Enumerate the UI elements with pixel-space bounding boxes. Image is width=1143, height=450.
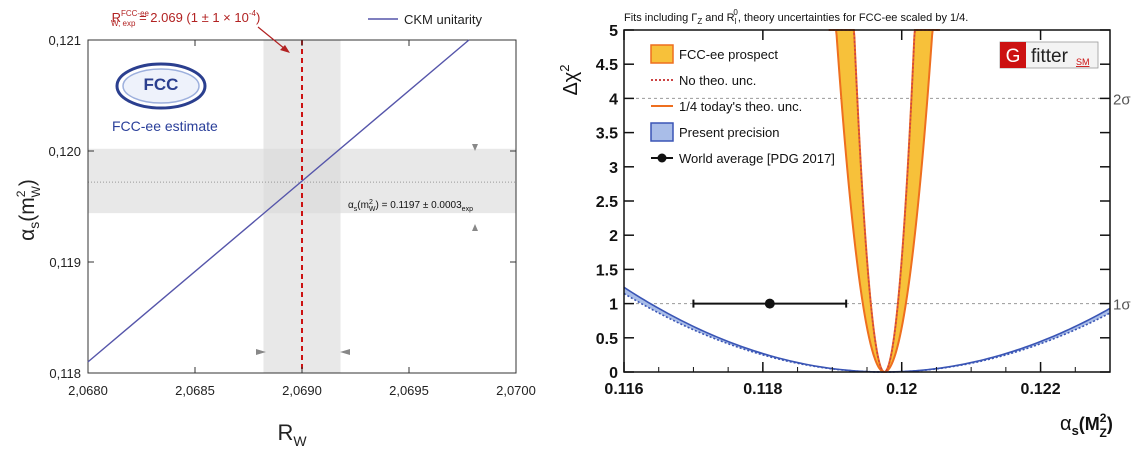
band-marker-left (256, 349, 266, 355)
left-axis-ticks: 2,0680 2,0685 2,0690 2,0695 2,0700 0,118 0,119… (48, 33, 535, 398)
band-marker-top (472, 144, 478, 151)
legend-label: 1/4 today's theo. unc. (679, 99, 802, 114)
gfitter-text: fitter (1031, 46, 1069, 67)
right-chart-title: Fits including ΓZ and Rl0, theory uncert… (624, 8, 968, 26)
left-chart: 2,0680 2,0685 2,0690 2,0695 2,0700 0,118 0,119… (14, 9, 536, 449)
right-y-tick-label: 1.5 (596, 262, 618, 279)
right-axis-ticks: 0.116 0.118 0.12 0.122 0 0.5 1 1.5 2 2.5 3 3.5 4 4.5 5 (596, 23, 1111, 398)
legend-label: No theo. unc. (679, 73, 756, 88)
band-marker-bottom (472, 224, 478, 231)
right-y-tick-label: 3.5 (596, 126, 618, 143)
right-y-tick-label: 4 (609, 91, 618, 108)
left-y-tick-label: 0,118 (49, 366, 81, 381)
left-x-tick-label: 2,0700 (496, 383, 536, 398)
right-y-tick-label: 0 (609, 365, 618, 382)
legend-label: FCC-ee prospect (679, 47, 778, 62)
right-y-tick-label: 0.5 (596, 331, 618, 348)
r-annotation-arrowhead (280, 45, 290, 53)
r-annotation: RFCC-ee W, exp = 2.069 (1 ± 1 × 10-4) (111, 9, 260, 28)
sigma-label: 2σ (1113, 91, 1131, 108)
right-x-axis-label: αs(M2 Z) (1060, 411, 1113, 440)
fcc-ee-estimate-label: FCC-ee estimate (112, 118, 218, 134)
fcc-logo-text: FCC (144, 75, 179, 94)
r-annotation-arrow (257, 26, 286, 50)
legend-swatch-fcc (650, 44, 674, 64)
gfitter-logo: G fitter SM (999, 41, 1099, 69)
fcc-logo: FCC (115, 62, 207, 110)
right-x-tick-label: 0.12 (886, 381, 917, 398)
left-y-axis-label: αs(m2W) (14, 179, 43, 241)
right-y-axis-label: Δχ2 (557, 64, 582, 95)
right-y-tick-label: 2 (609, 228, 618, 245)
left-x-tick-label: 2,0685 (175, 383, 215, 398)
world-average-point (692, 298, 848, 309)
right-x-tick-label: 0.116 (604, 381, 643, 398)
ckm-unitarity-line (87, 39, 470, 363)
right-x-tick-label: 0.118 (743, 381, 782, 398)
right-y-tick-label: 1 (609, 297, 618, 314)
legend-swatch-blue (650, 122, 674, 142)
band-marker-right (340, 349, 350, 355)
left-y-tick-label: 0,120 (48, 144, 81, 159)
right-y-tick-label: 3 (609, 160, 618, 177)
left-x-axis-label: RW (277, 420, 307, 449)
right-legend: FCC-ee prospect No theo. unc. 1/4 today's … (650, 44, 835, 166)
legend-label: Present precision (679, 125, 779, 140)
right-y-tick-label: 4.5 (596, 57, 618, 74)
gfitter-sm: SM (1076, 57, 1090, 67)
sigma-label: 1σ (1113, 297, 1131, 314)
legend-label: World average [PDG 2017] (679, 151, 835, 166)
left-y-tick-label: 0,121 (48, 33, 81, 48)
gfitter-g: G (1006, 46, 1021, 67)
left-x-tick-label: 2,0690 (282, 383, 322, 398)
left-y-tick-label: 0,119 (49, 255, 81, 270)
left-legend-label: CKM unitarity (404, 12, 483, 27)
left-x-tick-label: 2,0695 (389, 383, 429, 398)
right-chart: 1σ 2σ 0.116 0.118 0.12 0.122 0 0.5 1 1.5 2 2.5 3 3.5… (557, 8, 1131, 440)
world-average-marker (764, 298, 775, 309)
alpha-annotation: αs(m2 W) = 0.1197 ± 0.0003exp (348, 199, 473, 213)
legend-swatch-point (657, 153, 667, 163)
right-x-tick-label: 0.122 (1021, 381, 1061, 398)
left-x-tick-label: 2,0680 (68, 383, 108, 398)
right-y-tick-label: 5 (609, 23, 618, 40)
right-y-tick-label: 2.5 (596, 194, 618, 211)
left-series (87, 39, 470, 363)
